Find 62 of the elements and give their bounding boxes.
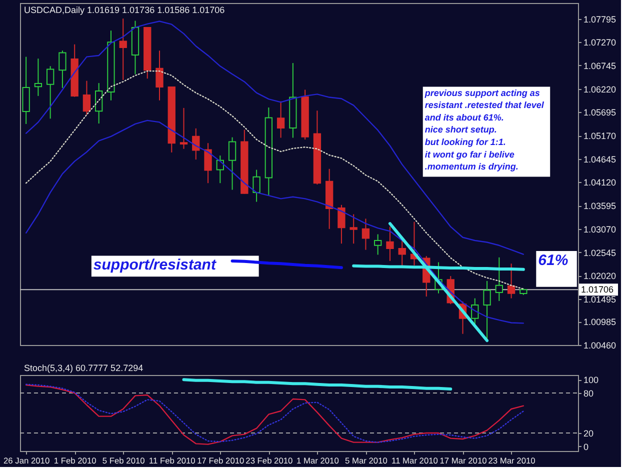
line-series [230, 259, 343, 270]
x-tick-label: 5 Mar 2010 [345, 456, 388, 466]
candlestick [483, 280, 491, 340]
y-tick-label: 20 [584, 428, 594, 438]
candlestick [374, 234, 382, 256]
y-tick-label: 1.03070 [584, 224, 616, 234]
annotation: previous support acting as resistant .retested that level and its about 61%. nice short setup. but looking for 1:1. it wont go far i belive .momentum is drying. [424, 88, 544, 172]
y-tick-label: 1.04645 [584, 154, 616, 164]
x-tick-label: 23 Mar 2010 [488, 456, 536, 466]
line-series [25, 120, 524, 324]
y-tick-label: 1.01495 [584, 294, 616, 304]
y-tick-label: 1.06745 [584, 60, 616, 71]
candlestick [362, 218, 370, 250]
candlestick [228, 136, 236, 190]
x-tick-label: 11 Mar 2010 [392, 456, 438, 466]
annotation: 61% [538, 252, 568, 269]
x-tick-label: 1 Mar 2010 [296, 456, 340, 466]
candlestick [350, 214, 358, 244]
y-tick-label: 1.06220 [584, 84, 616, 94]
y-tick-label: 80 [584, 388, 594, 398]
candlestick [82, 80, 91, 116]
line-series [182, 378, 452, 390]
candlestick [34, 58, 42, 96]
candlestick [204, 142, 212, 184]
x-tick-label: 17 Mar 2010 [440, 456, 488, 466]
y-tick-label: 1.07795 [584, 14, 616, 24]
y-tick-label: 1.00985 [584, 317, 616, 328]
candlestick [119, 18, 127, 80]
x-tick-label: 1 Feb 2010 [54, 456, 97, 466]
candlestick [276, 100, 285, 138]
ref-line-label: 1.01706 [581, 284, 614, 295]
x-tick-label: 23 Feb 2010 [246, 456, 294, 466]
y-tick-label: 0 [584, 442, 589, 452]
candlestick [495, 256, 503, 302]
candlestick [398, 240, 406, 266]
x-tick-label: 5 Feb 2010 [102, 456, 146, 466]
y-tick-label: 100 [584, 375, 599, 386]
candlestick [386, 226, 394, 262]
candlestick [252, 169, 260, 202]
candlestick [46, 66, 54, 120]
chart-title: Stoch(5,3,4) 60.7777 52.7294 [24, 363, 144, 373]
y-tick-label: 1.05170 [584, 131, 616, 142]
x-tick-label: 11 Feb 2010 [148, 456, 196, 466]
x-tick-label: 26 Jan 2010 [4, 456, 50, 466]
x-tick-label: 17 Feb 2010 [197, 456, 245, 466]
candlestick [507, 263, 516, 299]
y-tick-label: 1.00460 [584, 340, 616, 350]
chart-title: USDCAD,Daily 1.01619 1.01736 1.01586 1.01706 [24, 5, 225, 15]
y-tick-label: 1.02545 [584, 248, 616, 258]
candlestick [156, 50, 164, 101]
y-tick-label: 1.07270 [584, 38, 616, 48]
candlestick [216, 155, 224, 184]
candlestick [95, 82, 103, 124]
candlestick [471, 298, 479, 327]
y-tick-label: 1.02020 [584, 271, 616, 282]
candlestick [180, 107, 188, 150]
annotation: support/resistant [93, 256, 217, 274]
candlestick [338, 204, 346, 244]
y-tick-label: 1.03595 [584, 201, 616, 212]
candlestick [58, 50, 66, 88]
y-tick-label: 1.04120 [584, 178, 616, 188]
y-tick-label: 1.05695 [584, 108, 616, 118]
